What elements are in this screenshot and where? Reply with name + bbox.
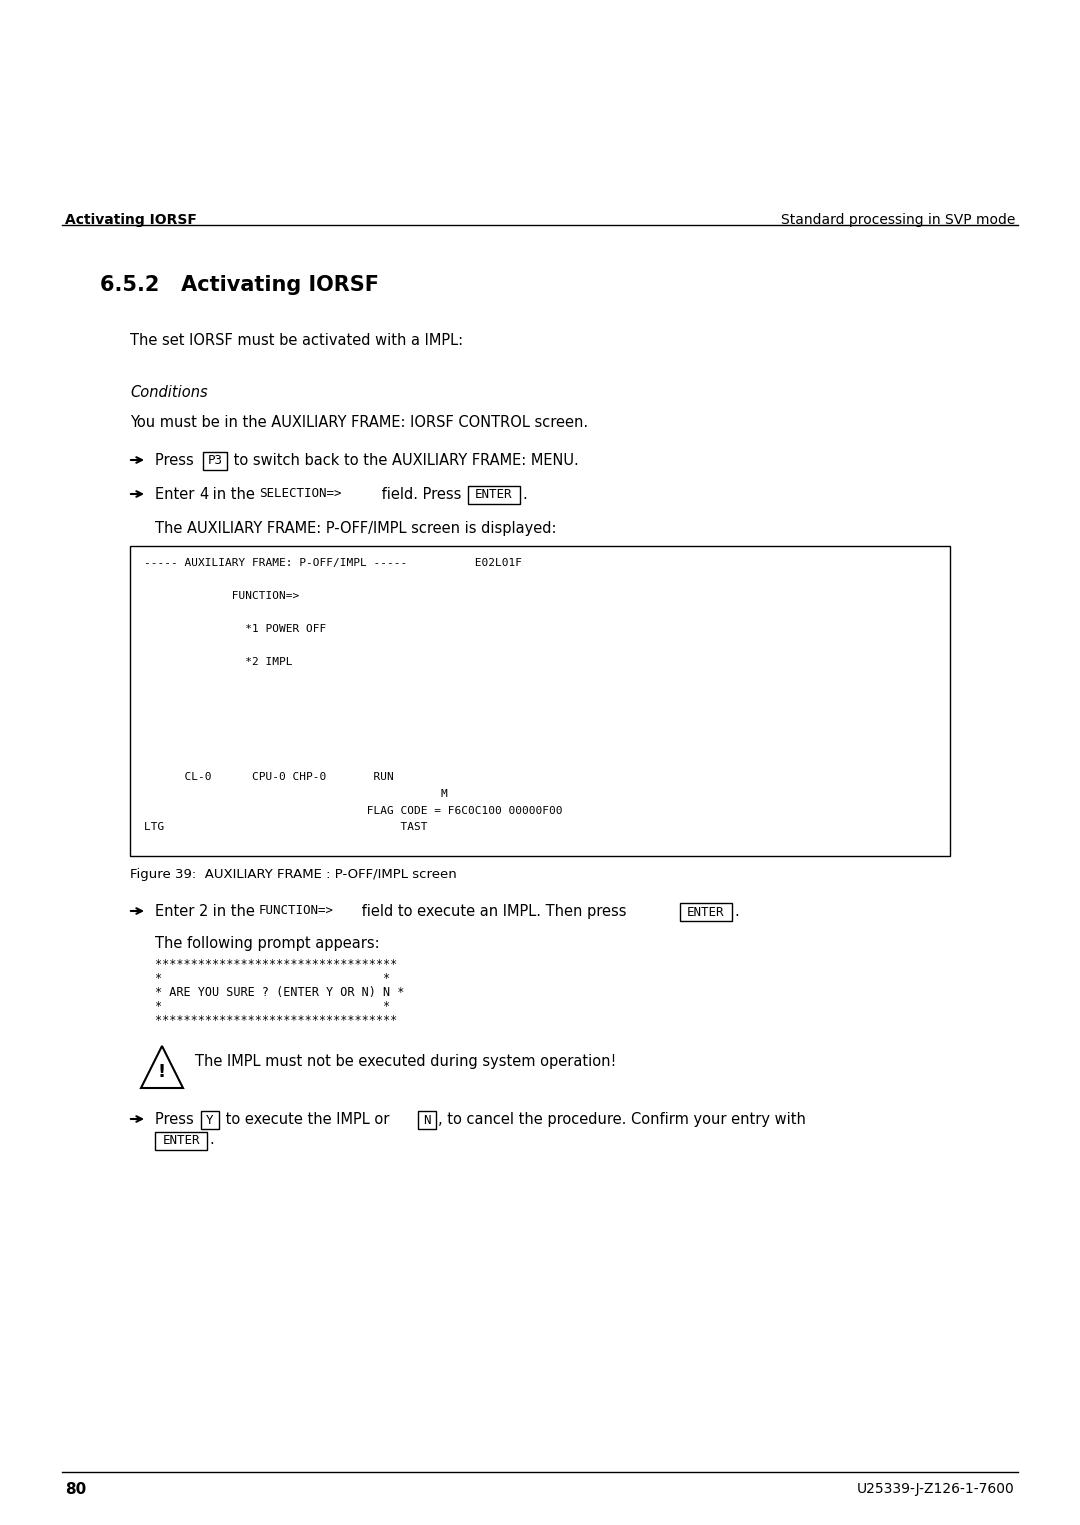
FancyBboxPatch shape: [156, 1132, 207, 1150]
Text: in the: in the: [208, 904, 259, 920]
Text: *                               *: * *: [156, 971, 390, 985]
Text: The following prompt appears:: The following prompt appears:: [156, 936, 380, 952]
Text: field to execute an IMPL. Then press: field to execute an IMPL. Then press: [357, 904, 631, 920]
Text: The AUXILIARY FRAME: P-OFF/IMPL screen is displayed:: The AUXILIARY FRAME: P-OFF/IMPL screen i…: [156, 522, 556, 535]
Text: FUNCTION=>: FUNCTION=>: [259, 904, 334, 917]
FancyBboxPatch shape: [201, 1112, 219, 1128]
Polygon shape: [141, 1046, 183, 1087]
Text: The set IORSF must be activated with a IMPL:: The set IORSF must be activated with a I…: [130, 332, 463, 348]
Text: 4: 4: [199, 486, 208, 502]
Text: **********************************: **********************************: [156, 1014, 397, 1026]
FancyBboxPatch shape: [680, 903, 732, 921]
Text: .: .: [734, 904, 739, 920]
Text: !: !: [158, 1063, 166, 1081]
Text: FUNCTION=>: FUNCTION=>: [144, 592, 299, 601]
Text: P3: P3: [207, 454, 222, 468]
Text: field. Press: field. Press: [377, 486, 465, 502]
Text: N: N: [423, 1113, 431, 1127]
Text: Press: Press: [156, 1112, 199, 1127]
Text: SELECTION=>: SELECTION=>: [259, 486, 341, 500]
FancyBboxPatch shape: [203, 451, 227, 470]
Text: FLAG CODE = F6C0C100 00000F00: FLAG CODE = F6C0C100 00000F00: [144, 805, 563, 816]
Text: *                               *: * *: [156, 1000, 390, 1013]
Text: U25339-J-Z126-1-7600: U25339-J-Z126-1-7600: [858, 1482, 1015, 1496]
Text: Figure 39:  AUXILIARY FRAME : P-OFF/IMPL screen: Figure 39: AUXILIARY FRAME : P-OFF/IMPL …: [130, 868, 457, 881]
Text: , to cancel the procedure. Confirm your entry with: , to cancel the procedure. Confirm your …: [438, 1112, 806, 1127]
Text: Y: Y: [206, 1113, 214, 1127]
Text: ENTER: ENTER: [475, 488, 513, 502]
Text: You must be in the AUXILIARY FRAME: IORSF CONTROL screen.: You must be in the AUXILIARY FRAME: IORS…: [130, 415, 589, 430]
Text: M: M: [144, 788, 448, 799]
Text: Enter: Enter: [156, 486, 199, 502]
Text: ENTER: ENTER: [687, 906, 725, 918]
Text: Enter: Enter: [156, 904, 199, 920]
FancyBboxPatch shape: [468, 486, 519, 503]
Text: to switch back to the AUXILIARY FRAME: MENU.: to switch back to the AUXILIARY FRAME: M…: [229, 453, 579, 468]
Text: ENTER: ENTER: [162, 1135, 200, 1147]
Text: ----- AUXILIARY FRAME: P-OFF/IMPL -----          E02L01F: ----- AUXILIARY FRAME: P-OFF/IMPL ----- …: [144, 558, 522, 567]
Text: Standard processing in SVP mode: Standard processing in SVP mode: [781, 214, 1015, 227]
FancyBboxPatch shape: [130, 546, 950, 856]
Text: Conditions: Conditions: [130, 384, 207, 400]
FancyBboxPatch shape: [418, 1112, 436, 1128]
Text: .: .: [210, 1132, 214, 1147]
Text: Activating IORSF: Activating IORSF: [65, 214, 197, 227]
Text: to execute the IMPL or: to execute the IMPL or: [221, 1112, 394, 1127]
Text: **********************************: **********************************: [156, 958, 397, 971]
Text: * ARE YOU SURE ? (ENTER Y OR N) N *: * ARE YOU SURE ? (ENTER Y OR N) N *: [156, 987, 404, 999]
Text: *1 POWER OFF: *1 POWER OFF: [144, 624, 326, 634]
Text: *2 IMPL: *2 IMPL: [144, 657, 293, 666]
Text: LTG                                   TAST: LTG TAST: [144, 822, 428, 833]
Text: CL-0      CPU-0 CHP-0       RUN: CL-0 CPU-0 CHP-0 RUN: [144, 773, 394, 782]
Text: The IMPL must not be executed during system operation!: The IMPL must not be executed during sys…: [195, 1054, 617, 1069]
Text: 80: 80: [65, 1482, 86, 1498]
Text: 2: 2: [199, 904, 208, 920]
Text: in the: in the: [208, 486, 259, 502]
Text: 6.5.2   Activating IORSF: 6.5.2 Activating IORSF: [100, 274, 379, 294]
Text: .: .: [522, 486, 527, 502]
Text: Press: Press: [156, 453, 199, 468]
